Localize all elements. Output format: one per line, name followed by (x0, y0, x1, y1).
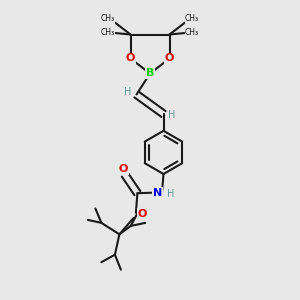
Text: O: O (165, 53, 174, 64)
Text: O: O (118, 164, 128, 174)
Text: CH₃: CH₃ (185, 14, 199, 23)
Text: O: O (138, 209, 147, 219)
Text: N: N (153, 188, 162, 198)
Text: CH₃: CH₃ (185, 28, 199, 37)
Text: H: H (124, 87, 132, 97)
Text: CH₃: CH₃ (101, 28, 115, 37)
Text: H: H (168, 110, 175, 121)
Text: CH₃: CH₃ (101, 14, 115, 23)
Text: O: O (126, 53, 135, 64)
Text: H: H (167, 189, 175, 199)
Text: B: B (146, 68, 154, 79)
